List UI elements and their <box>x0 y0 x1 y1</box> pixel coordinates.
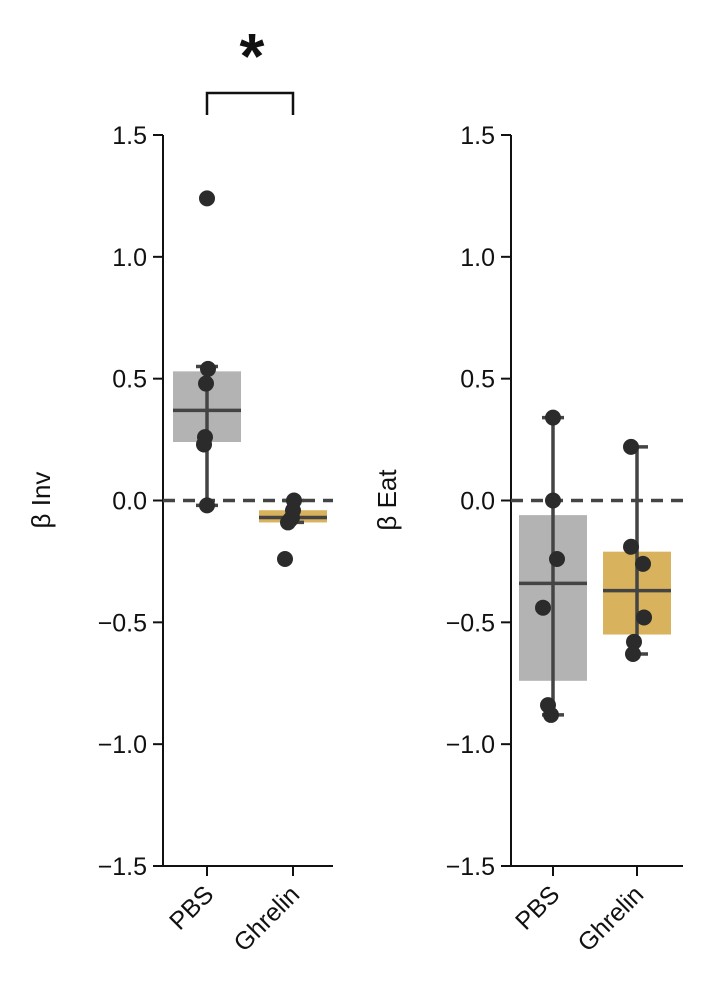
y-tick-label: 1.5 <box>460 122 495 150</box>
data-point <box>545 409 561 426</box>
data-point <box>280 514 296 531</box>
data-point <box>198 375 214 392</box>
panel-beta-eat: β Eat 1.5 1.0 0.5 0.0 −0.5 −1.0 −1.5 PBS Ghrelin <box>372 122 683 957</box>
significance-bracket <box>205 91 295 115</box>
data-point <box>535 599 551 616</box>
box-pbs <box>173 190 241 514</box>
data-point <box>199 497 215 514</box>
x-tick-label: Ghrelin <box>572 880 649 957</box>
x-tick-label: PBS <box>164 880 219 935</box>
significance-star: * <box>240 20 265 92</box>
y-tick-label: 1.0 <box>460 244 495 272</box>
y-tick-label: −0.5 <box>446 609 495 637</box>
y-axis-label: β Eat <box>372 469 402 531</box>
data-point <box>623 538 639 555</box>
y-tick-label: −1.5 <box>98 853 147 881</box>
data-point <box>549 550 565 567</box>
y-tick-label: 0.0 <box>112 488 147 516</box>
data-point <box>626 633 642 650</box>
y-axis-label: β Inv <box>26 472 56 529</box>
y-tick-label: −1.5 <box>446 853 495 881</box>
y-tick-label: −0.5 <box>98 609 147 637</box>
data-point <box>636 609 652 626</box>
data-point <box>277 550 293 567</box>
y-tick-label: 0.5 <box>112 366 147 394</box>
data-point <box>196 436 212 453</box>
box-ghrelin <box>603 438 671 663</box>
data-point <box>543 706 559 723</box>
y-tick-label: −1.0 <box>98 731 147 759</box>
y-tick-label: −1.0 <box>446 731 495 759</box>
x-tick-label: Ghrelin <box>228 880 305 957</box>
data-point <box>200 360 216 377</box>
y-tick-label: 0.5 <box>460 366 495 394</box>
data-point <box>635 555 651 572</box>
data-point <box>545 492 561 509</box>
y-tick-label: 0.0 <box>460 488 495 516</box>
panel-beta-inv: β Inv * 1.5 1.0 0.5 0.0 −0.5 −1.0 −1.5 PBS Ghrel… <box>26 20 333 957</box>
box-pbs <box>519 409 587 723</box>
box-ghrelin <box>259 492 327 567</box>
x-tick-label: PBS <box>510 880 565 935</box>
data-point <box>625 646 641 663</box>
y-tick-label: 1.0 <box>112 244 147 272</box>
y-tick-label: 1.5 <box>112 122 147 150</box>
data-point <box>199 190 215 207</box>
data-point <box>623 438 639 455</box>
